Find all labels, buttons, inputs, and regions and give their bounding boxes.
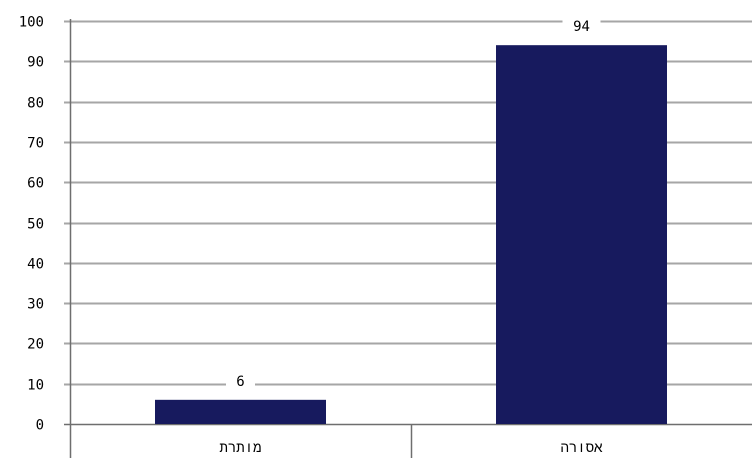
bar — [496, 45, 667, 425]
axes — [64, 19, 752, 458]
y-tick-label: 40 — [27, 257, 44, 273]
data-label: 6 — [236, 374, 244, 390]
y-tick-label: 20 — [27, 337, 44, 353]
gridlines — [64, 20, 752, 386]
y-tick-label: 30 — [27, 297, 44, 313]
y-tick-label: 100 — [19, 15, 44, 31]
y-tick-label: 50 — [27, 217, 44, 233]
y-tick-label: 70 — [27, 136, 44, 152]
x-category-label: מותרת — [219, 440, 261, 456]
x-category-label: אסורה — [560, 440, 603, 456]
y-tick-label: 90 — [27, 55, 44, 71]
bars — [155, 45, 667, 425]
y-tick-label: 0 — [36, 418, 44, 434]
data-label: 94 — [573, 19, 590, 35]
data-label-background — [562, 17, 601, 38]
data-label-background — [226, 371, 255, 392]
bar — [155, 399, 326, 424]
y-tick-label: 80 — [27, 96, 44, 112]
labels: 0 10 20 30 40 50 60 70 80 90 100 6 94 מותרת אסורה — [19, 15, 603, 457]
y-tick-label: 10 — [27, 378, 44, 394]
y-tick-label: 60 — [27, 176, 44, 192]
